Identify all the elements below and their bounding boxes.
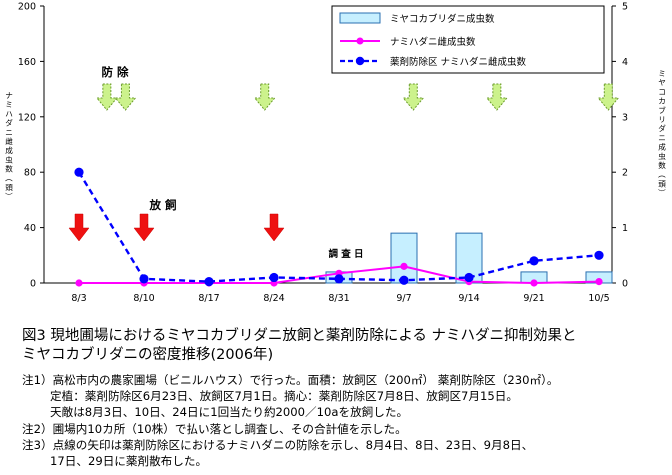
x-tick-label: 9/14 bbox=[458, 293, 479, 304]
release-arrow bbox=[68, 213, 90, 242]
note-1b: 定植：薬剤防除区6月23日、放飼区7月1日。摘心：薬剤防除区7月8日、放飼区7月… bbox=[50, 389, 518, 404]
annotations: 防 除放 飼 bbox=[68, 65, 620, 242]
svg-text:成: 成 bbox=[5, 145, 13, 155]
svg-text:ニ: ニ bbox=[658, 133, 666, 142]
spray-arrow bbox=[597, 83, 620, 111]
svg-text:リ: リ bbox=[658, 115, 666, 124]
x-axis-label: 調 査 日 bbox=[328, 248, 363, 260]
svg-text:ヤ: ヤ bbox=[658, 78, 666, 87]
point-yakuzai bbox=[334, 274, 344, 284]
point-namihadani bbox=[75, 279, 83, 287]
caption-line-1: 図3 現地圃場におけるミヤコカブリダニ放飼と薬剤防除による ナミハダニ抑制効果と bbox=[22, 328, 577, 344]
svg-text:虫: 虫 bbox=[5, 154, 13, 164]
svg-text:ハ: ハ bbox=[5, 109, 13, 118]
svg-text:カ: カ bbox=[658, 97, 666, 106]
legend-marker-dashed bbox=[355, 56, 365, 66]
y-right-tick-label: 2 bbox=[622, 168, 628, 179]
caption-line-2: ミヤコカブリダニの密度推移(2006年) bbox=[22, 347, 274, 363]
y-right-label: ミヤコカブリダニ成虫数（頭） bbox=[657, 69, 666, 196]
x-tick-label: 8/31 bbox=[328, 293, 349, 304]
x-tick-label: 8/3 bbox=[71, 293, 86, 304]
note-3: 注3）点線の矢印は薬剤防除区におけるナミハダニの防除を示し、8月4日、8日、23… bbox=[22, 437, 534, 452]
x-tick-label: 8/17 bbox=[198, 293, 219, 304]
svg-text:ダ: ダ bbox=[658, 123, 666, 133]
x-tick-label: 10/5 bbox=[588, 293, 609, 304]
svg-text:ダ: ダ bbox=[5, 118, 13, 128]
svg-text:）: ） bbox=[657, 189, 666, 197]
y-right-tick-label: 0 bbox=[622, 279, 628, 290]
svg-text:ミ: ミ bbox=[5, 100, 13, 109]
legend-label-dashed: 薬剤防除区 ナミハダニ雌成虫数 bbox=[390, 56, 527, 68]
spray-arrow bbox=[402, 83, 425, 111]
svg-text:（: （ bbox=[657, 170, 666, 178]
line-yakuzai bbox=[77, 171, 600, 283]
svg-text:コ: コ bbox=[658, 87, 666, 96]
figure-caption: 図3 現地圃場におけるミヤコカブリダニ放飼と薬剤防除による ナミハダニ抑制効果と… bbox=[22, 327, 577, 365]
bar bbox=[390, 232, 418, 284]
svg-text:）: ） bbox=[4, 192, 13, 200]
note-1: 注1）高松市内の農家圃場（ビニルハウス）で行った。面積：放飼区（200㎡） 薬剤… bbox=[22, 373, 559, 387]
x-tick-label: 8/10 bbox=[133, 293, 154, 304]
release-label: 放 飼 bbox=[148, 198, 176, 212]
svg-text:虫: 虫 bbox=[658, 151, 666, 161]
svg-text:ニ: ニ bbox=[5, 128, 13, 137]
y-left-tick-label: 0 bbox=[30, 279, 36, 290]
notes: 注1）高松市内の農家圃場（ビニルハウス）で行った。面積：放飼区（200㎡） 薬剤… bbox=[22, 372, 558, 469]
x-tick-label: 8/24 bbox=[263, 293, 284, 304]
legend-swatch-bar bbox=[339, 12, 381, 24]
point-namihadani bbox=[400, 262, 408, 270]
y-right-tick-label: 4 bbox=[622, 57, 628, 68]
point-namihadani bbox=[595, 278, 603, 286]
svg-text:成: 成 bbox=[658, 142, 666, 152]
point-namihadani bbox=[530, 279, 538, 287]
point-yakuzai bbox=[269, 272, 279, 283]
note-3b: 17日、29日に薬剤散布した。 bbox=[50, 454, 208, 469]
svg-text:（: （ bbox=[4, 174, 13, 182]
legend-marker-solid bbox=[356, 37, 364, 45]
note-1c: 天敵は8月3日、10日、24日に1回当たり約2000／10aを放飼した。 bbox=[50, 405, 409, 420]
point-yakuzai bbox=[594, 250, 604, 260]
line-series bbox=[74, 167, 604, 287]
axes: 0 40 80 120 160 200 0 1 2 3 4 5 8/3 8/10 8/17 8/24 8/31 9… bbox=[4, 2, 666, 305]
point-yakuzai bbox=[399, 275, 409, 285]
svg-text:数: 数 bbox=[658, 160, 666, 170]
note-2: 注2）圃場内10カ所（10株）で払い落とし調査し、その合計値を示した。 bbox=[22, 421, 407, 436]
y-right-tick-label: 1 bbox=[622, 223, 628, 234]
release-arrow bbox=[263, 213, 285, 242]
release-arrow bbox=[133, 213, 155, 242]
spray-arrow bbox=[95, 83, 118, 111]
spray-label: 防 除 bbox=[101, 65, 129, 79]
point-yakuzai bbox=[139, 274, 149, 284]
svg-text:頭: 頭 bbox=[658, 179, 666, 188]
legend-label-bar: ミヤコカブリダニ成虫数 bbox=[390, 13, 495, 25]
svg-text:ナ: ナ bbox=[5, 91, 13, 100]
svg-text:頭: 頭 bbox=[5, 183, 13, 192]
y-right-tick-label: 3 bbox=[622, 112, 628, 123]
y-right-tick-label: 5 bbox=[622, 2, 628, 13]
y-left-tick-label: 200 bbox=[18, 2, 36, 13]
svg-text:数: 数 bbox=[5, 164, 13, 174]
svg-text:雌: 雌 bbox=[5, 136, 13, 146]
spray-arrow bbox=[114, 83, 137, 111]
point-yakuzai bbox=[204, 277, 214, 287]
chart: 0 40 80 120 160 200 0 1 2 3 4 5 8/3 8/10 8/17 8/24 8/31 9… bbox=[4, 2, 666, 305]
point-yakuzai bbox=[74, 167, 84, 177]
spray-arrow bbox=[253, 83, 276, 111]
y-left-tick-label: 80 bbox=[24, 168, 36, 179]
x-tick-label: 9/7 bbox=[396, 293, 411, 304]
point-yakuzai bbox=[529, 256, 539, 266]
y-left-label: ナミハダニ雌成虫数（頭） bbox=[4, 91, 13, 200]
point-yakuzai bbox=[464, 272, 474, 283]
y-left-tick-label: 120 bbox=[18, 112, 36, 123]
svg-text:ミ: ミ bbox=[658, 69, 666, 78]
y-left-tick-label: 160 bbox=[18, 57, 36, 68]
legend-label-solid: ナミハダニ雌成虫数 bbox=[390, 36, 476, 48]
spray-arrow bbox=[485, 83, 508, 111]
x-tick-label: 9/21 bbox=[523, 293, 544, 304]
svg-text:ブ: ブ bbox=[658, 105, 666, 115]
y-left-tick-label: 40 bbox=[24, 223, 36, 234]
